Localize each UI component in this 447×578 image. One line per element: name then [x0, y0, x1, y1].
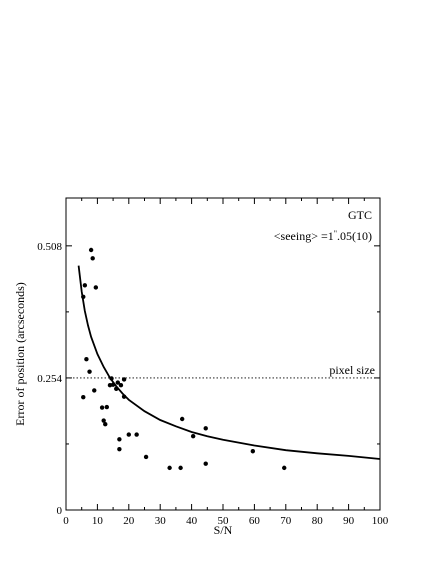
data-point — [87, 369, 92, 374]
data-point — [104, 404, 110, 410]
data-point — [92, 388, 97, 393]
x-tick-label: 70 — [280, 515, 292, 527]
data-point — [99, 405, 105, 410]
telescope-label: GTC — [348, 208, 372, 222]
data-point — [117, 446, 122, 452]
fit-curve-layer — [77, 265, 381, 460]
plot-frame — [65, 197, 381, 511]
data-point — [118, 383, 124, 388]
x-tick-label: 0 — [63, 515, 69, 527]
data-points-layer — [81, 247, 287, 471]
data-point — [121, 377, 127, 382]
data-point — [110, 382, 116, 387]
data-point — [203, 461, 208, 466]
data-point — [126, 432, 131, 437]
data-point — [178, 465, 183, 471]
data-point — [282, 465, 287, 471]
data-point — [84, 357, 89, 362]
data-point — [109, 376, 114, 381]
data-point — [167, 465, 172, 471]
x-tick-label: 90 — [343, 515, 355, 527]
data-point — [88, 247, 94, 253]
data-point — [93, 285, 99, 290]
seeing-arcsec-mark: " — [334, 229, 337, 238]
data-point — [117, 437, 122, 442]
x-tick-label: 50 — [218, 515, 230, 527]
seeing-suffix: .05(10) — [337, 229, 372, 243]
data-point — [90, 256, 95, 261]
data-point — [101, 418, 106, 423]
y-axis-title: Error of position (arcseconds) — [13, 282, 27, 426]
data-point — [250, 449, 256, 454]
x-tick-label: 80 — [312, 515, 324, 527]
x-tick-label: 100 — [372, 515, 389, 527]
data-point — [81, 394, 86, 400]
fit-curve — [77, 265, 381, 460]
y-tick-label: 0.508 — [37, 241, 62, 253]
data-point — [81, 294, 86, 299]
data-point — [179, 416, 185, 422]
data-point — [121, 394, 127, 399]
data-point — [103, 422, 108, 427]
data-point — [82, 283, 88, 288]
x-tick-label: 30 — [155, 515, 167, 527]
data-point — [114, 386, 119, 392]
data-point — [115, 380, 121, 385]
x-axis-ticks: 0 10 20 30 40 50 60 70 80 90 100 — [63, 198, 389, 527]
x-tick-label: 40 — [186, 515, 198, 527]
data-point — [203, 426, 208, 431]
data-point — [143, 454, 149, 460]
seeing-label: <seeing> =1".05(10) — [274, 229, 372, 243]
x-axis-title: S/N — [214, 523, 233, 537]
seeing-prefix: <seeing> =1 — [274, 229, 334, 243]
y-tick-label: 0.254 — [37, 373, 62, 385]
pixel-size-label: pixel size — [329, 363, 375, 377]
data-point — [190, 433, 196, 439]
data-point — [134, 432, 139, 437]
x-tick-label: 10 — [92, 515, 104, 527]
y-axis-ticks: 0 0.254 0.508 — [37, 241, 380, 517]
x-tick-label: 20 — [123, 515, 135, 527]
y-tick-label: 0 — [57, 505, 63, 517]
x-tick-label: 60 — [249, 515, 261, 527]
